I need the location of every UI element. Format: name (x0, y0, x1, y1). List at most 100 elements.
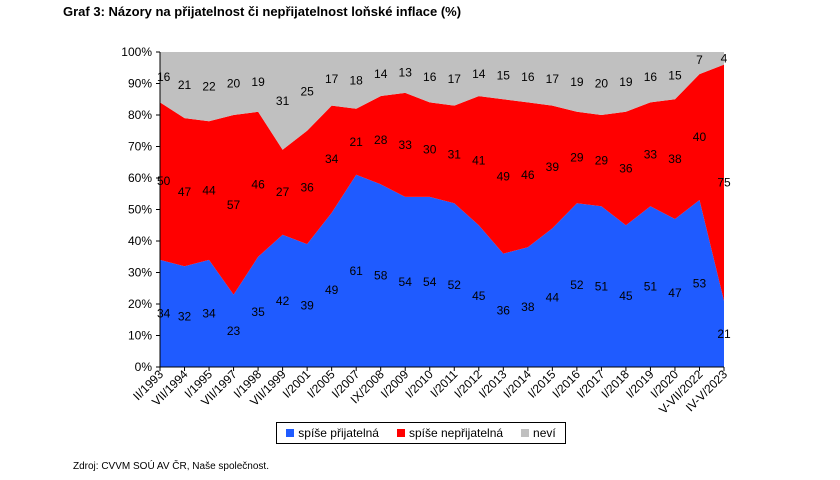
y-tick-label: 60% (128, 171, 152, 185)
data-label: 39 (300, 299, 314, 313)
data-label: 22 (202, 80, 216, 94)
y-tick-label: 90% (128, 77, 152, 91)
y-tick-label: 30% (128, 266, 152, 280)
data-label: 7 (696, 53, 703, 67)
chart-title: Graf 3: Názory na přijatelnost či nepřij… (63, 4, 462, 19)
data-label: 45 (472, 289, 486, 303)
data-label: 45 (619, 289, 633, 303)
data-label: 49 (325, 283, 339, 297)
data-label: 29 (570, 151, 584, 165)
data-label: 20 (227, 77, 241, 91)
data-label: 14 (472, 67, 486, 81)
legend-item-nevi: neví (521, 426, 556, 440)
y-tick-label: 40% (128, 234, 152, 248)
data-label: 19 (251, 75, 265, 89)
legend-swatch-nevi (521, 429, 530, 437)
data-label: 57 (227, 198, 241, 212)
data-label: 53 (693, 277, 707, 291)
source-note: Zdroj: CVVM SOÚ AV ČR, Naše společnost. (73, 461, 269, 472)
data-label: 27 (276, 185, 290, 199)
data-label: 21 (717, 327, 731, 341)
data-label: 16 (644, 70, 658, 84)
legend-swatch-prijatelna (286, 429, 295, 437)
data-label: 4 (721, 51, 728, 65)
data-label: 17 (448, 72, 462, 86)
data-label: 50 (157, 174, 171, 188)
data-label: 15 (668, 69, 682, 83)
data-label: 38 (521, 300, 535, 314)
y-tick-label: 50% (128, 203, 152, 217)
data-label: 18 (349, 73, 363, 87)
data-label: 30 (423, 143, 437, 157)
data-label: 36 (497, 303, 511, 317)
data-label: 36 (300, 180, 314, 194)
data-label: 17 (325, 72, 339, 86)
data-label: 19 (619, 75, 633, 89)
data-label: 61 (349, 264, 363, 278)
data-label: 75 (717, 176, 731, 190)
data-label: 41 (472, 154, 486, 168)
data-label: 13 (399, 65, 413, 79)
data-label: 29 (595, 154, 609, 168)
area-series-2 (160, 52, 724, 150)
data-label: 20 (595, 77, 609, 91)
y-tick-label: 0% (135, 360, 153, 374)
data-label: 16 (423, 70, 437, 84)
data-label: 40 (693, 130, 707, 144)
data-label: 32 (178, 310, 192, 324)
legend-label-nevi: neví (533, 426, 556, 440)
area-series-1 (160, 64, 724, 301)
data-label: 19 (570, 75, 584, 89)
y-tick-label: 10% (128, 329, 152, 343)
y-tick-label: 70% (128, 140, 152, 154)
data-label: 21 (178, 78, 192, 92)
data-label: 16 (521, 70, 535, 84)
x-tick-label: I/2010 (402, 367, 436, 401)
data-label: 38 (668, 152, 682, 166)
data-label: 47 (668, 286, 682, 300)
data-label: 52 (448, 278, 462, 292)
data-label: 46 (521, 168, 535, 182)
data-label: 49 (497, 169, 511, 183)
data-label: 44 (202, 184, 216, 198)
data-label: 42 (276, 294, 290, 308)
data-label: 14 (374, 67, 388, 81)
data-label: 35 (251, 305, 265, 319)
legend-item-prijatelna: spíše přijatelná (286, 426, 379, 440)
data-label: 52 (570, 278, 584, 292)
data-label: 44 (546, 291, 560, 305)
data-label: 54 (399, 275, 413, 289)
stacked-area-chart: 0%10%20%30%40%50%60%70%80%90%100%II/1993… (121, 45, 731, 417)
data-label: 33 (399, 138, 413, 152)
data-label: 36 (619, 162, 633, 176)
data-label: 28 (374, 133, 388, 147)
legend: spíše přijatelná spíše nepřijatelná neví (276, 422, 566, 444)
data-label: 15 (497, 69, 511, 83)
data-label: 16 (157, 70, 171, 84)
data-label: 33 (644, 147, 658, 161)
legend-item-neprijatelna: spíše nepřijatelná (396, 426, 504, 440)
y-tick-label: 100% (121, 45, 152, 59)
data-label: 21 (349, 135, 363, 149)
data-label: 47 (178, 185, 192, 199)
area-series-0 (160, 174, 724, 367)
data-label: 31 (448, 147, 462, 161)
data-label: 34 (325, 152, 339, 166)
data-label: 23 (227, 324, 241, 338)
data-label: 31 (276, 94, 290, 108)
y-tick-label: 20% (128, 297, 152, 311)
data-label: 46 (251, 177, 265, 191)
data-label: 17 (546, 72, 560, 86)
legend-label-neprijatelna: spíše nepřijatelná (408, 426, 504, 440)
data-label: 54 (423, 275, 437, 289)
y-tick-label: 80% (128, 108, 152, 122)
data-label: 34 (157, 306, 171, 320)
data-label: 51 (595, 280, 609, 294)
legend-swatch-neprijatelna (396, 429, 405, 437)
data-label: 34 (202, 306, 216, 320)
data-label: 51 (644, 280, 658, 294)
data-label: 25 (300, 84, 314, 98)
data-label: 58 (374, 269, 388, 283)
data-label: 39 (546, 160, 560, 174)
legend-label-prijatelna: spíše přijatelná (298, 426, 379, 440)
